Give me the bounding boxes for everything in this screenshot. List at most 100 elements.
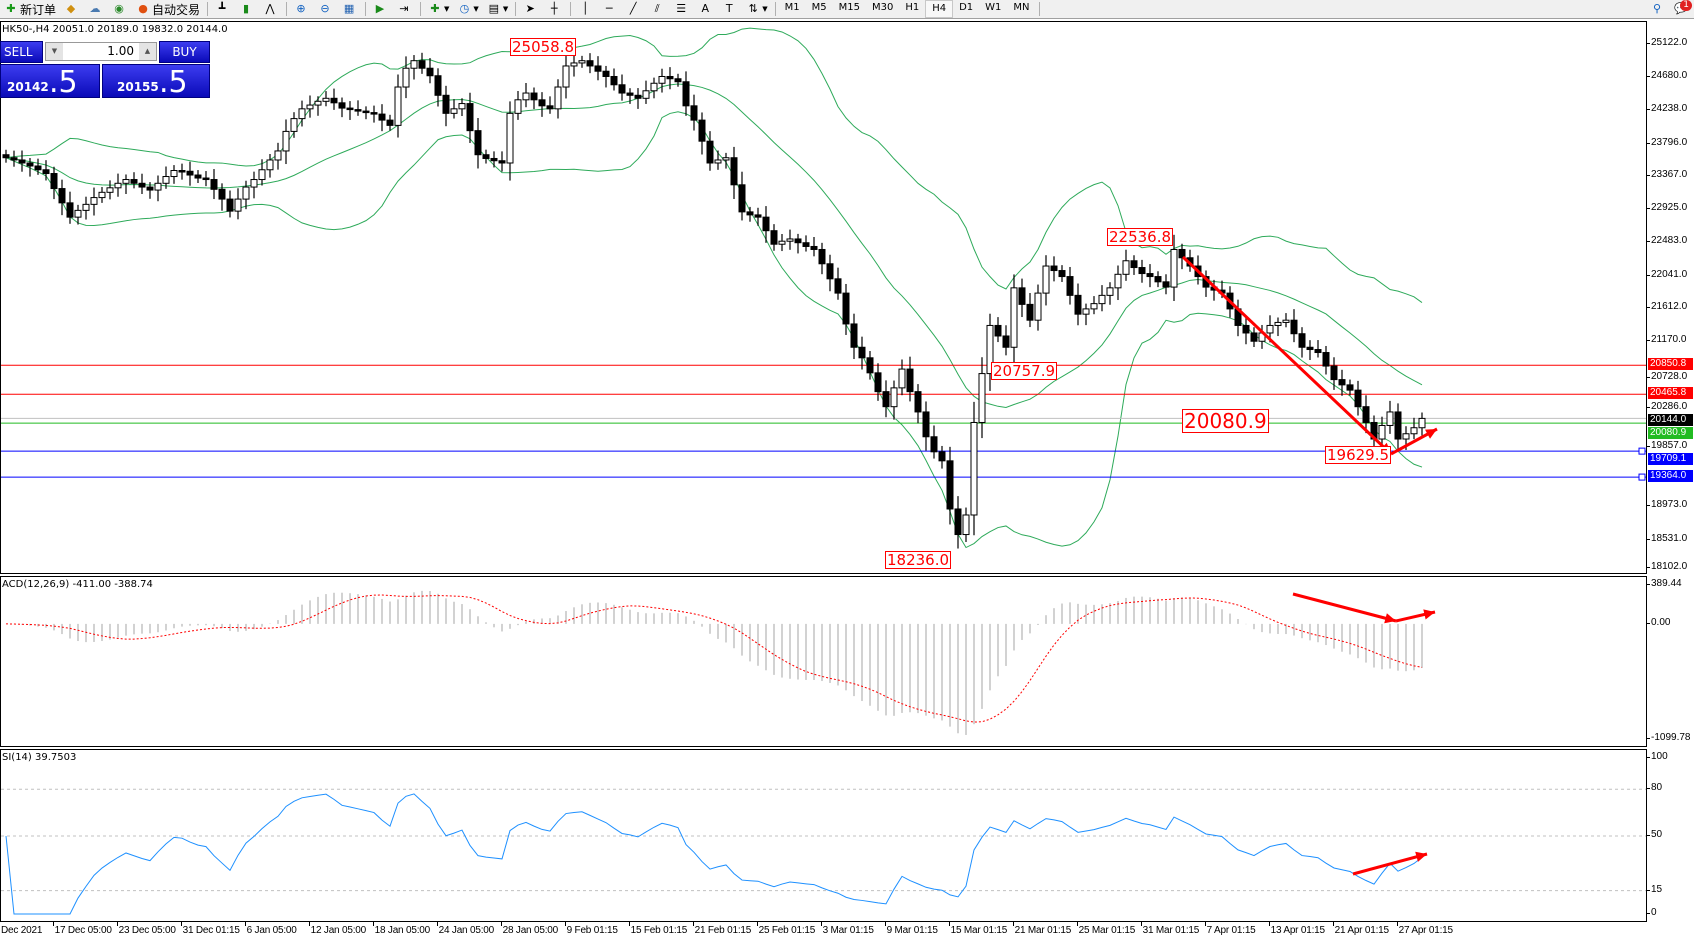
timeframe-h1[interactable]: H1: [905, 2, 920, 13]
one-click-trading-panel: SELL ▼ 1.00 ▲ BUY 20142 .5 20155 .5: [0, 41, 210, 100]
candle: [210, 169, 218, 200]
time-tick: [1140, 922, 1142, 926]
price-annotation: 22536.8: [1107, 228, 1174, 246]
cloud-button[interactable]: ☁: [84, 0, 108, 18]
time-axis-label: 21 Apr 01:15: [1334, 925, 1390, 936]
level-handle[interactable]: [1638, 447, 1646, 455]
candle: [690, 94, 698, 131]
candle: [10, 150, 18, 167]
candle: [842, 283, 850, 335]
timeframe-h4[interactable]: H4: [925, 0, 954, 18]
candle: [746, 206, 754, 222]
chart-info: HK50-,H4 20051.0 20189.0 19832.0 20144.0: [2, 24, 228, 35]
lot-increase-icon[interactable]: ▲: [139, 43, 156, 60]
text-tool[interactable]: A: [694, 0, 718, 18]
arrows-tool[interactable]: ⇅ ▼: [742, 0, 771, 18]
time-tick: [756, 922, 758, 926]
candle: [1170, 234, 1178, 302]
candle: [946, 446, 954, 525]
notification-badge: 1: [1680, 0, 1692, 11]
market-watch-button[interactable]: ◆: [60, 0, 84, 18]
bar-chart-button[interactable]: ┻: [211, 0, 235, 18]
signals-button[interactable]: ◉: [108, 0, 132, 18]
buy-button[interactable]: BUY: [159, 41, 210, 63]
time-axis-label: 25 Feb 01:15: [758, 925, 816, 936]
timeframe-m1[interactable]: M1: [784, 2, 800, 13]
time-axis-label: 18 Jan 05:00: [374, 925, 431, 936]
channel-tool[interactable]: ⫽: [646, 0, 670, 18]
zoom-out-button[interactable]: ⊖: [314, 0, 338, 18]
time-tick: [1268, 922, 1270, 926]
price-chart[interactable]: HK50-,H4 20051.0 20189.0 19832.0 20144.0: [0, 21, 1647, 574]
tile-button[interactable]: ▦: [338, 0, 362, 18]
search-button[interactable]: ⚲: [1646, 0, 1670, 18]
candle: [738, 171, 746, 221]
time-tick: [884, 922, 886, 926]
sell-price[interactable]: 20142 .5: [0, 64, 100, 100]
candle: [130, 172, 138, 189]
bollinger-lower: [5, 111, 1423, 549]
label-tool[interactable]: T: [718, 0, 742, 18]
timeframe-d1[interactable]: D1: [959, 2, 974, 13]
candle: [938, 445, 946, 469]
chart-shift-button[interactable]: ⇥: [393, 0, 417, 18]
vertical-line-tool[interactable]: │: [574, 0, 598, 18]
timeframe-m5[interactable]: M5: [811, 2, 827, 13]
new-order-button[interactable]: ✚ 新订单: [0, 0, 60, 18]
candle: [722, 152, 730, 169]
auto-trading-button[interactable]: ● 自动交易: [132, 0, 204, 18]
autoscroll-button[interactable]: ▶: [369, 0, 393, 18]
timeframe-m15[interactable]: M15: [838, 2, 860, 13]
candle: [770, 224, 778, 251]
candle: [354, 100, 362, 116]
candle: [106, 180, 114, 200]
trendline-tool[interactable]: ╱: [622, 0, 646, 18]
line-chart-button[interactable]: ⋀: [259, 0, 283, 18]
time-axis-label: 15 Feb 01:15: [630, 925, 688, 936]
macd-signal-line: [5, 594, 1423, 723]
template-icon: ▤: [488, 2, 500, 15]
candle: [874, 363, 882, 401]
candle: [426, 58, 434, 84]
candle-chart-button[interactable]: ▮: [235, 0, 259, 18]
lot-decrease-icon[interactable]: ▼: [46, 43, 63, 60]
buy-price[interactable]: 20155 .5: [102, 64, 210, 100]
candle: [194, 170, 202, 183]
level-handle[interactable]: [1638, 473, 1646, 481]
fibonacci-tool[interactable]: ☰: [670, 0, 694, 18]
zoom-in-button[interactable]: ⊕: [290, 0, 314, 18]
cursor-tool[interactable]: ➤: [519, 0, 543, 18]
vertical-line-icon: │: [581, 2, 589, 15]
rsi-panel[interactable]: SI(14) 39.7503: [0, 749, 1647, 922]
candle: [994, 317, 1002, 343]
candle: [1114, 265, 1122, 301]
timeframe-mn[interactable]: MN: [1013, 2, 1030, 13]
candle: [778, 233, 786, 252]
periods-button[interactable]: ◷ ▼: [453, 0, 482, 18]
candle: [122, 174, 130, 195]
lot-size-field[interactable]: ▼ 1.00 ▲: [45, 42, 157, 61]
candlestick-icon: ▮: [243, 2, 250, 15]
time-tick: [180, 922, 182, 926]
rebound-arrow: [1390, 427, 1438, 456]
notifications-button[interactable]: 💬1: [1670, 0, 1694, 18]
timeframe-m30[interactable]: M30: [871, 2, 894, 13]
zoom-out-icon: ⊖: [320, 2, 330, 15]
timeframe-w1[interactable]: W1: [985, 2, 1002, 13]
signal-icon: ◉: [114, 2, 124, 15]
macd-panel[interactable]: ACD(12,26,9) -411.00 -388.74: [0, 576, 1647, 747]
templates-button[interactable]: ▤ ▼: [483, 0, 512, 18]
time-axis-label: 3 Mar 01:15: [822, 925, 874, 936]
crosshair-tool[interactable]: ┼: [543, 0, 567, 18]
candle: [1346, 379, 1354, 396]
indicators-button[interactable]: ✚ ▼: [424, 0, 453, 18]
horizontal-line-tool[interactable]: ─: [598, 0, 622, 18]
candle: [1338, 369, 1346, 396]
sell-button[interactable]: SELL: [0, 41, 43, 63]
price-axis-label: 18102.0: [1646, 561, 1688, 572]
candle: [1306, 340, 1314, 361]
candle: [1074, 283, 1082, 326]
time-axis-label: 21 Mar 01:15: [1014, 925, 1072, 936]
separator: [207, 2, 209, 16]
time-axis-label: 24 Jan 05:00: [438, 925, 495, 936]
